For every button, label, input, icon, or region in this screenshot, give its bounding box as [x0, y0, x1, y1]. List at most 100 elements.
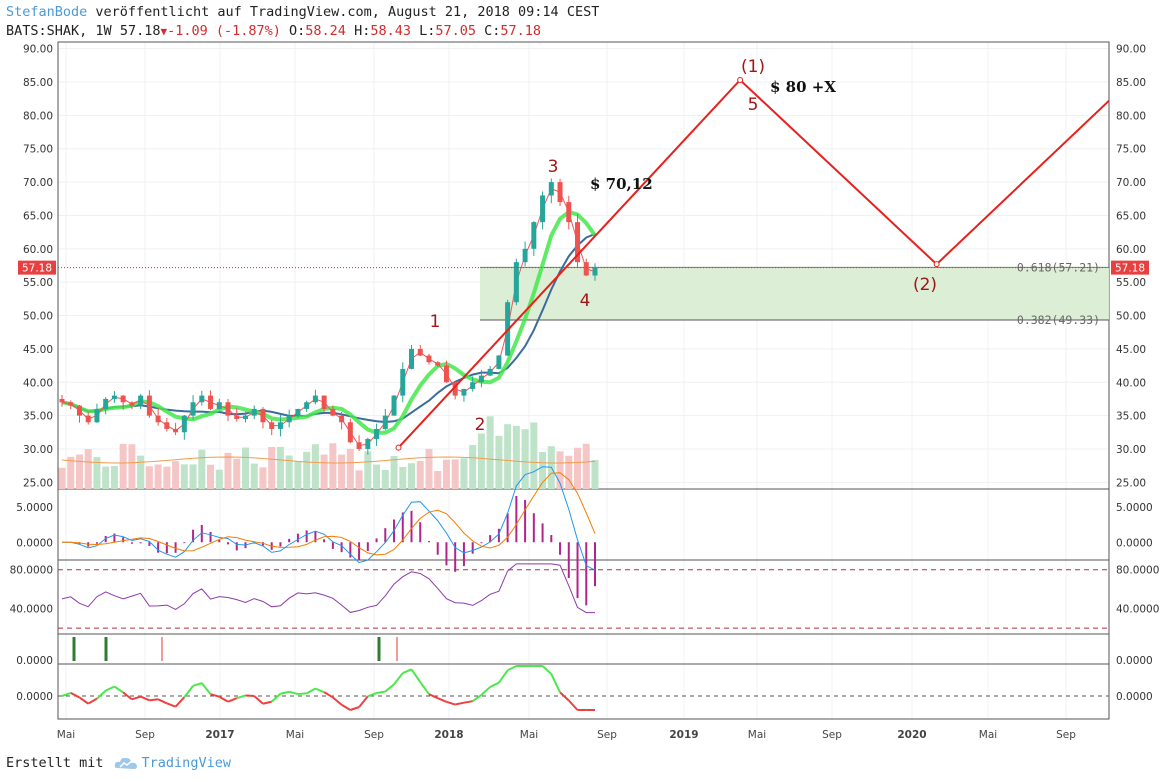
osc-segment: [105, 685, 115, 692]
candle-body: [225, 402, 231, 416]
volume-bar: [477, 433, 485, 489]
osc-segment: [131, 695, 141, 701]
osc-segment: [410, 668, 422, 683]
candle-body: [443, 365, 449, 383]
osc-segment: [402, 668, 412, 674]
rsi-tick-right: 80.0000: [1116, 565, 1159, 577]
open-price: 58.24: [305, 23, 346, 39]
signal-tick-left: 0.0000: [16, 655, 53, 667]
candle-body: [382, 415, 388, 429]
volume-bar: [442, 459, 450, 489]
osc-segment: [376, 690, 386, 694]
price-tick-label-right: 60.00: [1116, 244, 1146, 256]
volume-bar: [110, 466, 118, 489]
time-tick-label: Mai: [57, 729, 75, 741]
volume-bar: [373, 464, 381, 489]
osc-segment: [140, 695, 150, 702]
macd-line: [62, 466, 596, 571]
low-price: 57.05: [435, 23, 477, 39]
osc-segment: [419, 681, 430, 695]
volume-bar: [172, 461, 180, 489]
candle-body: [173, 428, 179, 433]
osc-segment: [384, 683, 395, 693]
author-name[interactable]: StefanBode: [6, 4, 88, 20]
current-price-left: 57.18: [22, 263, 52, 275]
osc-segment: [61, 691, 72, 697]
symbol-name: BATS:SHAK, 1W: [6, 23, 112, 39]
osc-segment: [253, 695, 264, 705]
axes: Mai Sep 2017 Mai Sep 2018 Mai Sep 2019 Mai Sep 2020…: [10, 44, 1160, 741]
volume-bar: [591, 460, 599, 489]
wave-label: 2: [475, 415, 486, 435]
candle-body: [59, 398, 65, 403]
osc-segment: [297, 692, 307, 696]
candle-body: [286, 415, 292, 423]
tradingview-link[interactable]: TradingView: [141, 755, 231, 771]
macd-tick-left: 5.0000: [16, 502, 53, 514]
rsi-tick-left: 40.0000: [10, 604, 53, 616]
last-price: 57.18: [119, 23, 161, 39]
candle-body: [251, 408, 257, 416]
candle-body: [557, 182, 563, 203]
time-tick-label: Mai: [286, 729, 304, 741]
rsi-tick-left: 80.0000: [10, 565, 53, 577]
osc-segment: [192, 682, 203, 687]
candle-body: [277, 422, 283, 429]
current-price-right: 57.18: [1115, 263, 1145, 275]
target-annotation-70: $ 70,12: [590, 175, 653, 193]
moving-averages: [61, 188, 597, 464]
osc-segment: [446, 700, 456, 706]
osc-segment: [306, 687, 316, 695]
price-tick-label-left: 65.00: [23, 210, 53, 222]
osc-segment: [393, 672, 404, 685]
price-tick-label-left: 25.00: [23, 477, 53, 489]
price-tick-label-left: 30.00: [23, 444, 53, 456]
fib-label: 0.382(49.33): [1017, 313, 1100, 327]
osc-segment: [350, 706, 360, 711]
price-tick-label-right: 70.00: [1116, 177, 1146, 189]
price-tick-label-right: 50.00: [1116, 311, 1146, 323]
elliott-wave-projection[interactable]: [395, 77, 1110, 451]
volume-bar: [486, 416, 494, 489]
volume-bar: [539, 452, 547, 489]
osc-segment: [201, 682, 212, 695]
candle-body: [592, 267, 598, 276]
volume-bar: [469, 444, 477, 489]
candle-body: [321, 395, 327, 409]
price-tick-label-left: 50.00: [23, 311, 53, 323]
price-tick-label-left: 45.00: [23, 344, 53, 356]
current-price-badge-right: [1111, 260, 1149, 275]
fib-retracement[interactable]: 0.618(57.21) 0.382(49.33): [480, 260, 1109, 327]
pane-frame: [57, 559, 1110, 635]
volume-average-line: [61, 456, 596, 464]
candle-body: [312, 395, 318, 403]
volume-bar: [250, 463, 258, 489]
volume-bar: [163, 466, 171, 489]
volume-bar: [329, 443, 337, 489]
candle-body: [216, 402, 222, 409]
osc-segment: [157, 698, 168, 705]
candle-body: [242, 415, 248, 419]
price-tick-label-right: 40.00: [1116, 377, 1146, 389]
osc-segment: [78, 696, 89, 705]
symbol-info-line: BATS:SHAK, 1W 57.18▼-1.09 (-1.87%) O:58.…: [6, 23, 542, 39]
volume-bar: [565, 455, 573, 489]
osc-segment: [489, 681, 500, 688]
osc-segment: [568, 699, 579, 711]
volume-bar: [504, 424, 512, 489]
osc-segment: [428, 693, 439, 700]
volume-bar: [408, 463, 416, 489]
candle-body: [461, 388, 467, 396]
price-tick-label-left: 75.00: [23, 144, 53, 156]
osc-segment: [437, 697, 447, 703]
chart-publish-header: StefanBode veröffentlicht auf TradingVie…: [6, 4, 599, 20]
price-tick-label-right: 30.00: [1116, 444, 1146, 456]
fib-label: 0.618(57.21): [1017, 260, 1100, 274]
osc-segment: [315, 687, 325, 694]
osc-tick-right: 0.0000: [1116, 691, 1153, 703]
candle-body: [496, 355, 502, 369]
volume-bar: [320, 454, 328, 489]
volume-bar: [460, 458, 468, 489]
candle-body: [400, 368, 406, 396]
